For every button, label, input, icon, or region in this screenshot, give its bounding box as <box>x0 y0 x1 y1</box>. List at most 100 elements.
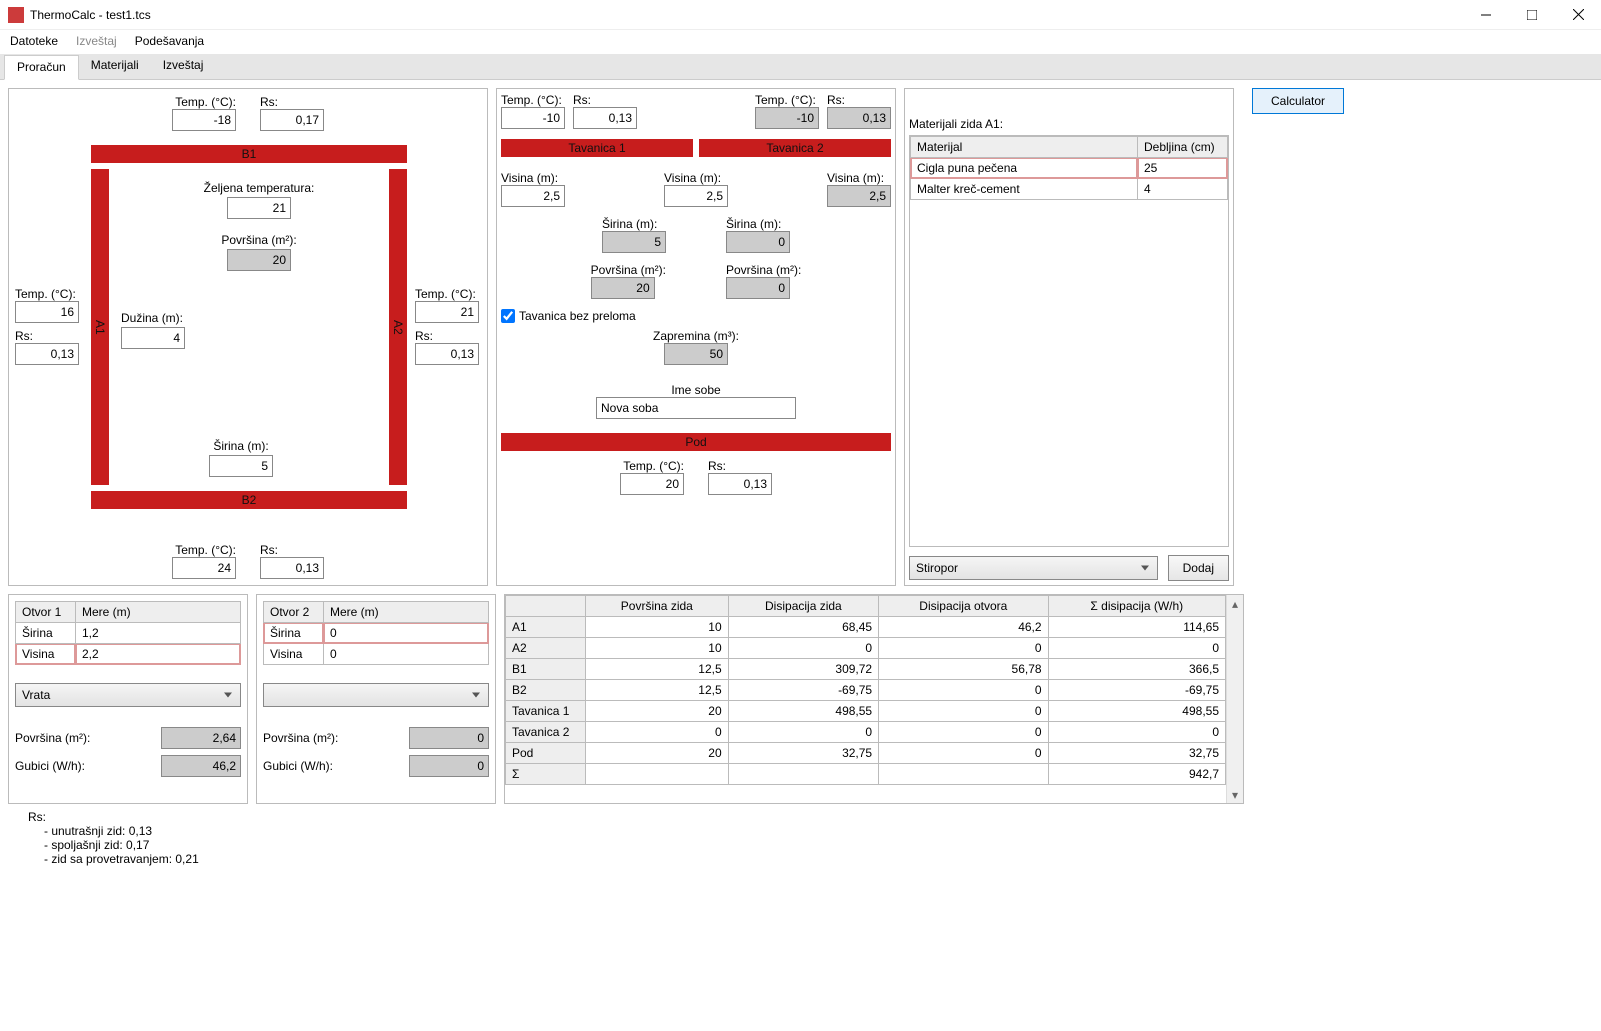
results-col-header[interactable]: Disipacija zida <box>728 596 878 617</box>
op1-loss-output <box>161 755 241 777</box>
tab-calc[interactable]: Proračun <box>4 55 79 80</box>
label-vis3: Visina (m): <box>827 171 891 185</box>
cell-value: 12,5 <box>586 680 729 701</box>
menu-report[interactable]: Izveštaj <box>76 34 117 48</box>
row-header: A1 <box>506 617 586 638</box>
pod-bar[interactable]: Pod <box>501 433 891 451</box>
a2-temp-input[interactable] <box>415 301 479 323</box>
cell-value <box>586 764 729 785</box>
mat-col2[interactable]: Debljina (cm) <box>1138 137 1228 158</box>
add-material-button[interactable]: Dodaj <box>1168 555 1229 581</box>
tav1-rs-input[interactable] <box>573 107 637 129</box>
cell-value: 0 <box>879 680 1048 701</box>
maximize-button[interactable] <box>1509 0 1555 30</box>
cell-value: 46,2 <box>879 617 1048 638</box>
table-row[interactable]: Širina1,2 <box>16 623 241 644</box>
material-select[interactable]: Stiropor <box>909 556 1158 580</box>
tab-materials[interactable]: Materijali <box>79 54 151 79</box>
cell-value: 20 <box>586 701 729 722</box>
op1-area-label: Površina (m²): <box>15 731 90 745</box>
tavanica2-bar[interactable]: Tavanica 2 <box>699 139 891 157</box>
a2-rs-input[interactable] <box>415 343 479 365</box>
room-panel: Temp. (°C): Rs: B1 A1 A2 B2 Željena temp… <box>8 88 488 586</box>
tavanica-checkbox[interactable]: Tavanica bez preloma <box>501 309 891 323</box>
table-row[interactable]: B112,5309,7256,78366,5 <box>506 659 1226 680</box>
room-name-input[interactable] <box>596 397 796 419</box>
opening1-table: Otvor 1Mere (m) Širina1,2 Visina2,2 <box>15 601 241 665</box>
results-col-header[interactable]: Disipacija otvora <box>879 596 1048 617</box>
vis1-input[interactable] <box>501 185 565 207</box>
scroll-down-icon[interactable]: ▾ <box>1227 786 1243 803</box>
wall-b2[interactable]: B2 <box>91 491 407 509</box>
cell-value <box>728 764 878 785</box>
table-row[interactable]: A11068,4546,2114,65 <box>506 617 1226 638</box>
pod-temp-input[interactable] <box>620 473 684 495</box>
scroll-up-icon[interactable]: ▴ <box>1227 595 1243 612</box>
vis2-input[interactable] <box>664 185 728 207</box>
label-rs: Rs: <box>260 95 324 109</box>
wall-a2[interactable]: A2 <box>389 169 407 485</box>
desired-temp-input[interactable] <box>227 197 291 219</box>
table-row[interactable]: Tavanica 20000 <box>506 722 1226 743</box>
label-a1-rs: Rs: <box>15 329 79 343</box>
row-header: B1 <box>506 659 586 680</box>
minimize-button[interactable] <box>1463 0 1509 30</box>
label-b2-rs: Rs: <box>260 543 324 557</box>
results-table: Površina zidaDisipacija zidaDisipacija o… <box>505 595 1226 785</box>
b2-rs-input[interactable] <box>260 557 324 579</box>
row-header: Σ <box>506 764 586 785</box>
calculator-button[interactable]: Calculator <box>1252 88 1344 114</box>
foot-rs: Rs: <box>28 810 1573 824</box>
a1-rs-input[interactable] <box>15 343 79 365</box>
table-row[interactable]: Visina2,2 <box>16 644 241 665</box>
menu-settings[interactable]: Podešavanja <box>135 34 204 48</box>
tabbar: Proračun Materijali Izveštaj <box>0 54 1601 80</box>
app-icon <box>8 7 24 23</box>
materials-panel: Materijali zida A1: MaterijalDebljina (c… <box>904 88 1234 586</box>
tab-report[interactable]: Izveštaj <box>151 54 216 79</box>
op2-loss-label: Gubici (W/h): <box>263 759 333 773</box>
b1-rs-input[interactable] <box>260 109 324 131</box>
opening1-type-select[interactable]: Vrata <box>15 683 241 707</box>
close-button[interactable] <box>1555 0 1601 30</box>
tavanica1-bar[interactable]: Tavanica 1 <box>501 139 693 157</box>
wall-b1[interactable]: B1 <box>91 145 407 163</box>
b2-temp-input[interactable] <box>172 557 236 579</box>
tavanica-checkbox-input[interactable] <box>501 309 515 323</box>
mat-title: Materijali zida A1: <box>909 117 1229 131</box>
cell-value: 366,5 <box>1048 659 1225 680</box>
results-col-header[interactable] <box>506 596 586 617</box>
width-input[interactable] <box>209 455 273 477</box>
table-row[interactable]: B212,5-69,750-69,75 <box>506 680 1226 701</box>
table-row[interactable]: A210000 <box>506 638 1226 659</box>
label-zeljena: Željena temperatura: <box>169 181 349 195</box>
mat-row[interactable]: Cigla puna pečena25 <box>911 158 1228 179</box>
mat-col1[interactable]: Materijal <box>911 137 1138 158</box>
label-pod-rs: Rs: <box>708 459 772 473</box>
table-row[interactable]: Pod2032,75032,75 <box>506 743 1226 764</box>
pod-rs-input[interactable] <box>708 473 772 495</box>
b1-temp-input[interactable] <box>172 109 236 131</box>
op2-loss-output <box>409 755 489 777</box>
table-row[interactable]: Tavanica 120498,550498,55 <box>506 701 1226 722</box>
results-col-header[interactable]: Σ disipacija (W/h) <box>1048 596 1225 617</box>
results-scrollbar[interactable]: ▴ ▾ <box>1226 595 1243 803</box>
pov2-output <box>726 277 790 299</box>
opening2-type-select[interactable] <box>263 683 489 707</box>
label-sir2: Širina (m): <box>726 217 790 231</box>
cell-value: 20 <box>586 743 729 764</box>
table-row[interactable]: Visina0 <box>264 644 489 665</box>
cell-value: 32,75 <box>728 743 878 764</box>
label-imesobe: Ime sobe <box>501 383 891 397</box>
tav1-temp-input[interactable] <box>501 107 565 129</box>
a1-temp-input[interactable] <box>15 301 79 323</box>
wall-a1[interactable]: A1 <box>91 169 109 485</box>
table-row[interactable]: Σ942,7 <box>506 764 1226 785</box>
menu-file[interactable]: Datoteke <box>10 34 58 48</box>
vis3-input <box>827 185 891 207</box>
results-col-header[interactable]: Površina zida <box>586 596 729 617</box>
length-input[interactable] <box>121 327 185 349</box>
table-row[interactable]: Širina0 <box>264 623 489 644</box>
label-temp: Temp. (°C): <box>172 95 236 109</box>
mat-row[interactable]: Malter kreč-cement4 <box>911 179 1228 200</box>
